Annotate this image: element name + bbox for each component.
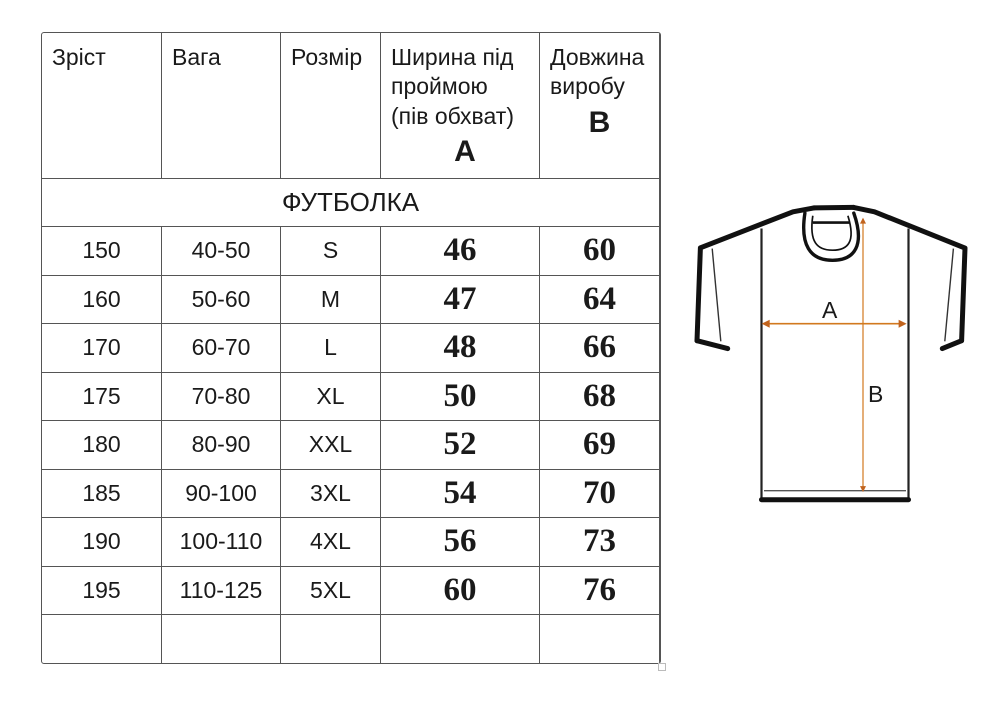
svg-text:B: B bbox=[868, 381, 883, 407]
svg-text:A: A bbox=[822, 297, 838, 323]
